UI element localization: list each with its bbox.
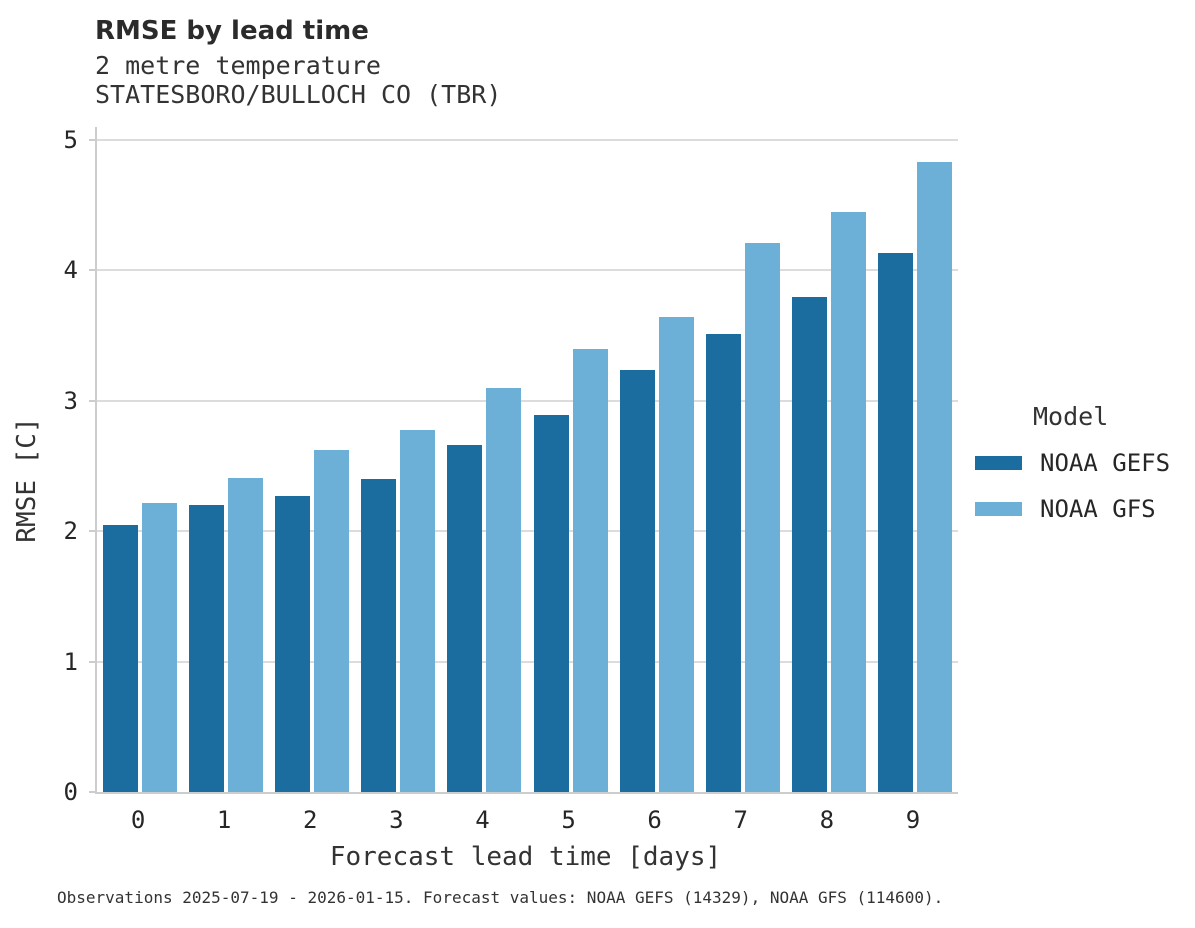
y-tick-label-5: 5 <box>63 126 78 155</box>
bar-noaa-gefs-day-8 <box>791 296 827 792</box>
bar-noaa-gfs-day-8 <box>830 211 866 792</box>
bar-noaa-gfs-day-9 <box>916 162 952 792</box>
bar-noaa-gfs-day-5 <box>572 348 608 792</box>
bar-noaa-gefs-day-4 <box>447 445 483 792</box>
chart-title: RMSE by lead time <box>95 16 369 46</box>
y-tick-label-1: 1 <box>63 647 78 676</box>
y-tick-label-4: 4 <box>63 256 78 285</box>
gridline-y-4 <box>97 269 958 272</box>
bar-noaa-gfs-day-7 <box>744 243 780 792</box>
y-tick-mark-1 <box>89 660 95 663</box>
bar-noaa-gfs-day-3 <box>400 429 436 792</box>
footer-note: Observations 2025-07-19 - 2026-01-15. Fo… <box>57 888 944 907</box>
gridline-y-3 <box>97 399 958 402</box>
bar-noaa-gfs-day-1 <box>228 477 264 792</box>
y-tick-mark-0 <box>89 791 95 793</box>
gridline-y-2 <box>97 530 958 533</box>
x-tick-label-2: 2 <box>303 806 318 834</box>
bar-noaa-gfs-day-6 <box>658 317 694 792</box>
legend-label-noaa-gefs: NOAA GEFS <box>1040 449 1171 477</box>
legend-item-noaa-gefs: NOAA GEFS <box>975 449 1195 477</box>
y-tick-mark-2 <box>89 530 95 533</box>
bar-noaa-gefs-day-2 <box>275 496 311 792</box>
chart-subtitle-variable: 2 metre temperature <box>95 51 381 80</box>
y-tick-mark-5 <box>89 139 95 142</box>
y-tick-label-2: 2 <box>63 517 78 546</box>
x-tick-label-3: 3 <box>389 806 404 834</box>
legend-item-noaa-gfs: NOAA GFS <box>975 495 1195 523</box>
bar-noaa-gefs-day-9 <box>877 253 913 792</box>
bar-noaa-gefs-day-5 <box>533 415 569 792</box>
x-axis-title: Forecast lead time [days] <box>329 842 722 872</box>
x-tick-label-4: 4 <box>475 806 490 834</box>
y-tick-mark-4 <box>89 269 95 272</box>
bar-noaa-gefs-day-3 <box>361 479 397 792</box>
x-tick-label-6: 6 <box>647 806 662 834</box>
y-tick-label-3: 3 <box>63 386 78 415</box>
bar-noaa-gefs-day-0 <box>103 524 139 792</box>
legend: Model NOAA GEFS NOAA GFS <box>975 402 1195 523</box>
bar-noaa-gfs-day-4 <box>486 387 522 792</box>
chart-subtitle-station: STATESBORO/BULLOCH CO (TBR) <box>95 80 502 109</box>
bar-noaa-gefs-day-1 <box>189 505 225 792</box>
y-tick-mark-3 <box>89 399 95 402</box>
x-tick-label-5: 5 <box>561 806 576 834</box>
legend-swatch-noaa-gfs <box>975 502 1022 516</box>
bar-noaa-gefs-day-6 <box>619 369 655 792</box>
gridline-y-1 <box>97 660 958 663</box>
x-tick-label-7: 7 <box>733 806 748 834</box>
legend-swatch-noaa-gefs <box>975 456 1022 470</box>
bar-noaa-gfs-day-0 <box>142 502 178 792</box>
legend-label-noaa-gfs: NOAA GFS <box>1040 495 1156 523</box>
y-tick-label-0: 0 <box>63 778 78 806</box>
x-tick-label-9: 9 <box>905 806 921 834</box>
legend-title: Model <box>1033 402 1109 431</box>
bar-noaa-gefs-day-7 <box>705 334 741 792</box>
x-tick-label-8: 8 <box>819 806 835 834</box>
x-tick-label-0: 0 <box>130 806 146 834</box>
bar-noaa-gfs-day-2 <box>314 450 350 792</box>
gridline-y-5 <box>97 139 958 142</box>
x-tick-label-1: 1 <box>216 806 232 834</box>
plot-area <box>95 127 958 794</box>
